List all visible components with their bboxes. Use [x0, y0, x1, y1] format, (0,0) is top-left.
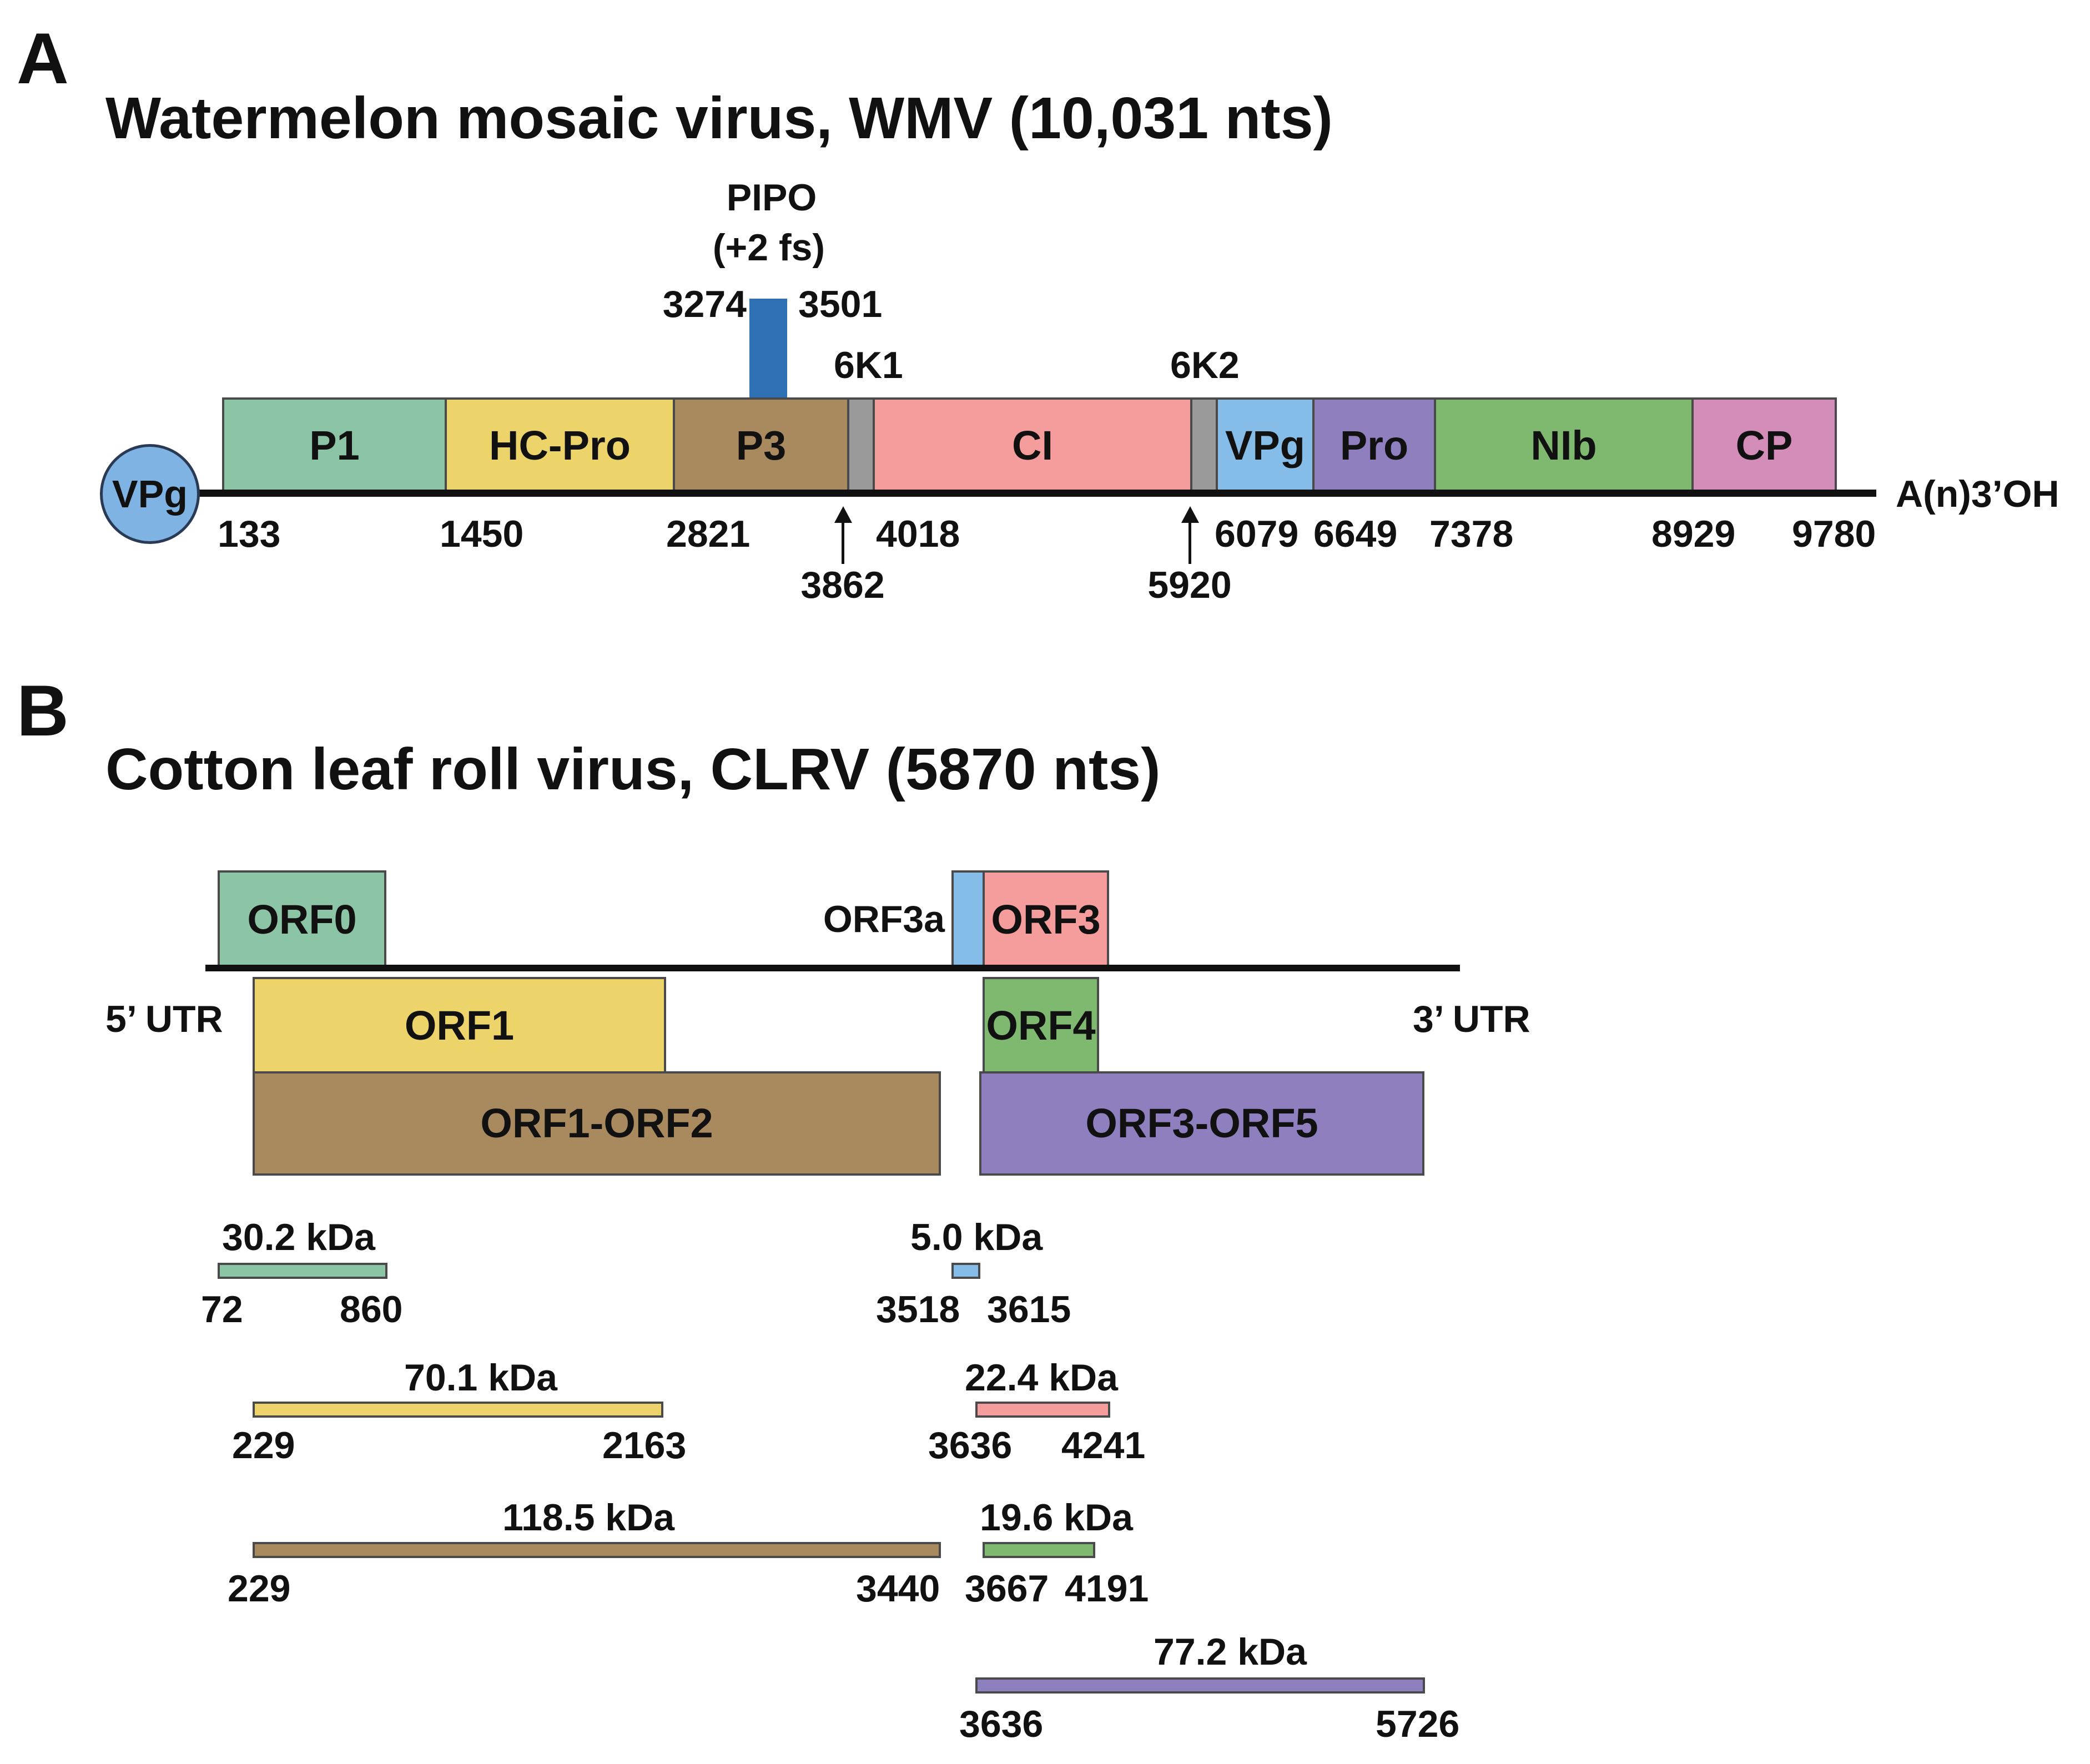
- orf0-product-end: 860: [340, 1288, 403, 1330]
- panel-b-letter: B: [17, 670, 69, 751]
- orf4-box: ORF4: [983, 977, 1099, 1074]
- orf1-product-bar: [253, 1402, 663, 1418]
- 6k1-arrow-head: [834, 506, 852, 523]
- 6k1-start-position: 3862: [800, 564, 885, 606]
- nib-domain: NIb: [1434, 397, 1694, 494]
- vpg-start-position: 6079: [1215, 513, 1299, 555]
- 6k2-domain: [1190, 397, 1218, 494]
- ci-domain: CI: [873, 397, 1192, 494]
- hcpro-domain: HC-Pro: [445, 397, 675, 494]
- orf3a-product-end: 3615: [987, 1288, 1071, 1330]
- p3-start-position: 2821: [666, 513, 751, 555]
- orf3-product-bar: [975, 1402, 1110, 1418]
- panel-a-letter: A: [17, 18, 69, 99]
- orf1-product-start: 229: [232, 1424, 295, 1466]
- orf4-product-mass: 19.6 kDa: [980, 1496, 1133, 1539]
- orf3-orf5-box: ORF3-ORF5: [979, 1071, 1424, 1176]
- 6k1-label: 6K1: [834, 344, 903, 386]
- cp-domain: CP: [1691, 397, 1837, 494]
- pipo-start-position: 3274: [662, 283, 747, 325]
- orf1-orf2-box: ORF1-ORF2: [253, 1071, 941, 1176]
- pipo-frameshift-note: (+2 fs): [712, 226, 825, 269]
- pipo-bar: [749, 299, 787, 399]
- orf1-orf2-product-start: 229: [228, 1568, 291, 1610]
- orf3-box: ORF3: [983, 870, 1109, 969]
- orf4-product-end: 4191: [1065, 1568, 1149, 1610]
- cp-start-position: 8929: [1651, 513, 1736, 555]
- wmv-genome-line: [144, 490, 1876, 497]
- orf0-product-mass: 30.2 kDa: [222, 1216, 375, 1258]
- p1-start-position: 133: [218, 513, 281, 555]
- orf3-product-start: 3636: [928, 1424, 1013, 1466]
- orf1-product-mass: 70.1 kDa: [404, 1357, 557, 1399]
- pro-start-position: 6649: [1313, 513, 1398, 555]
- clrv-genome-line: [205, 965, 1460, 971]
- utr5-label: 5’ UTR: [105, 998, 223, 1040]
- p3-domain: P3: [673, 397, 849, 494]
- orf4-product-bar: [983, 1542, 1095, 1558]
- ci-start-position: 4018: [876, 513, 960, 555]
- orf3-product-mass: 22.4 kDa: [965, 1357, 1118, 1399]
- orf3-orf5-product-start: 3636: [959, 1703, 1044, 1745]
- panel-a-title: Watermelon mosaic virus, WMV (10,031 nts…: [105, 85, 1333, 151]
- orf0-product-bar: [218, 1263, 387, 1279]
- p1-domain: P1: [222, 397, 447, 494]
- orf1-product-end: 2163: [602, 1424, 687, 1466]
- vpg-circle: VPg: [100, 444, 200, 544]
- orf3-orf5-product-bar: [975, 1677, 1425, 1694]
- orf0-product-start: 72: [201, 1288, 243, 1330]
- 6k2-arrow-head: [1181, 506, 1199, 523]
- orf1-orf2-product-bar: [253, 1542, 941, 1558]
- orf1-orf2-product-mass: 118.5 kDa: [502, 1496, 675, 1539]
- 6k2-start-position: 5920: [1147, 564, 1232, 606]
- 6k1-domain: [847, 397, 875, 494]
- 6k1-arrow-shaft: [842, 521, 844, 564]
- orf3-orf5-product-mass: 77.2 kDa: [1154, 1631, 1307, 1673]
- pro-domain: Pro: [1312, 397, 1436, 494]
- orf3a-product-start: 3518: [876, 1288, 960, 1330]
- pipo-end-position: 3501: [798, 283, 883, 325]
- cp-end-position: 9780: [1792, 513, 1876, 555]
- orf3a-label: ORF3a: [823, 898, 945, 940]
- hcpro-start-position: 1450: [440, 513, 524, 555]
- orf3-product-end: 4241: [1061, 1424, 1146, 1466]
- orf3a-product-mass: 5.0 kDa: [910, 1216, 1043, 1258]
- orf4-product-start: 3667: [965, 1568, 1049, 1610]
- nib-start-position: 7378: [1429, 513, 1514, 555]
- pipo-label: PIPO: [726, 177, 817, 219]
- orf3a-product-bar: [951, 1263, 980, 1279]
- orf1-box: ORF1: [253, 977, 666, 1074]
- orf1-orf2-product-end: 3440: [856, 1568, 940, 1610]
- 6k2-label: 6K2: [1170, 344, 1240, 386]
- 6k2-arrow-shaft: [1188, 521, 1191, 564]
- orf3a-box: [951, 870, 985, 969]
- orf3-orf5-product-end: 5726: [1376, 1703, 1460, 1745]
- vpg-domain: VPg: [1216, 397, 1315, 494]
- orf0-box: ORF0: [218, 870, 386, 969]
- utr3-label: 3’ UTR: [1413, 998, 1530, 1040]
- polya-tail-label: A(n)3’OH: [1896, 473, 2059, 515]
- panel-b-title: Cotton leaf roll virus, CLRV (5870 nts): [105, 737, 1161, 802]
